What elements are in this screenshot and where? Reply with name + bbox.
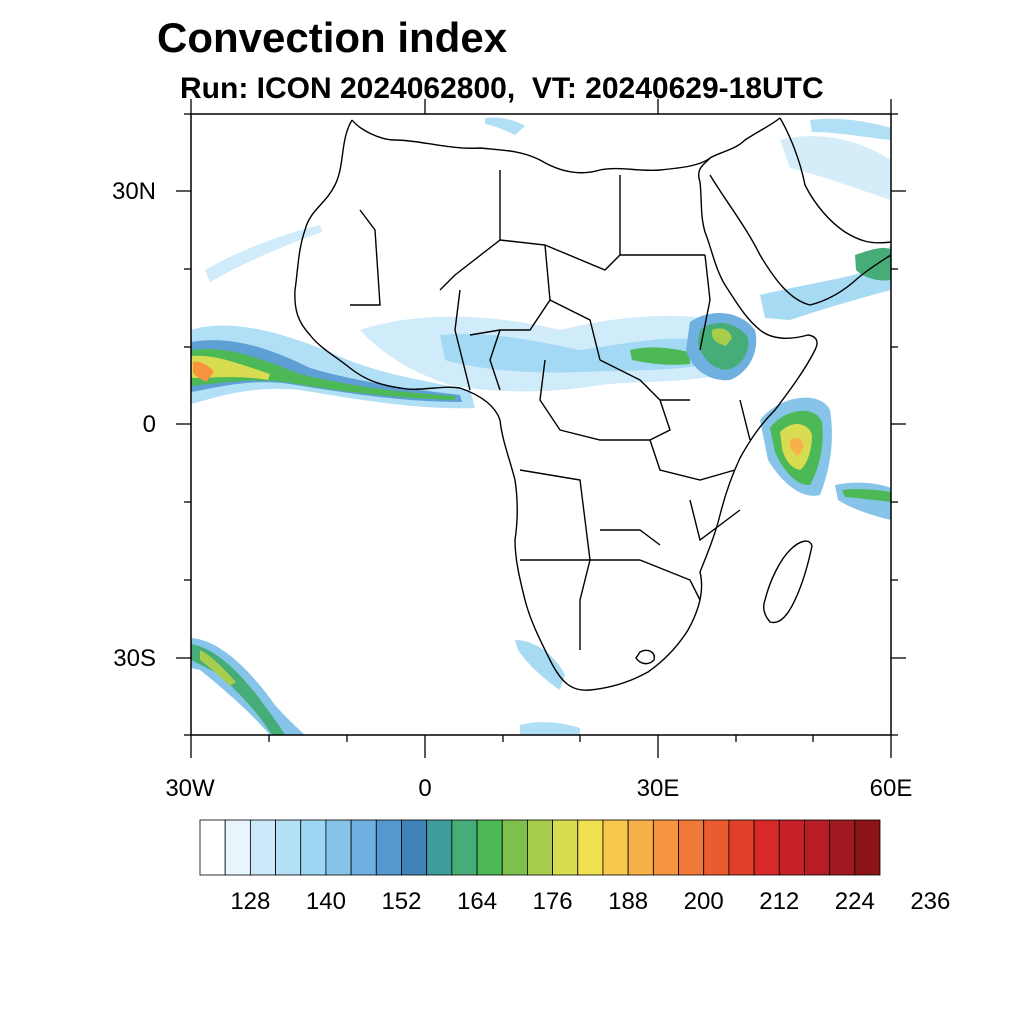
colorbar-swatch — [804, 819, 831, 876]
colorbar-swatch — [652, 819, 679, 876]
colorbar-tick-label: 224 — [834, 888, 875, 915]
colorbar-tick-label: 236 — [910, 888, 951, 915]
colorbar-tick-label: 200 — [683, 888, 724, 915]
colorbar-swatch — [350, 819, 377, 876]
colorbar-tick-label: 188 — [608, 888, 649, 915]
lon-label-30e: 30E — [636, 775, 680, 802]
colorbar-swatch — [527, 819, 553, 876]
colorbar-swatch — [426, 819, 453, 876]
colorbar-swatch — [602, 819, 629, 876]
colorbar-swatch — [224, 819, 251, 876]
colorbar-tick-label: 140 — [305, 888, 346, 915]
colorbar-tick-label: 212 — [759, 888, 800, 915]
colorbar-swatch — [476, 819, 503, 876]
lon-label-60e: 60E — [869, 775, 913, 802]
colorbar-swatch — [249, 819, 276, 876]
lat-label-equator: 0 — [142, 411, 156, 438]
map-title: Convection index — [157, 14, 508, 61]
colorbar-swatch — [501, 819, 528, 876]
colorbar-swatch — [627, 819, 654, 876]
colorbar-swatch — [778, 819, 805, 876]
colorbar-swatch — [577, 819, 604, 876]
colorbar-swatch — [753, 819, 780, 876]
coastlines — [294, 117, 891, 691]
colorbar-swatch — [275, 819, 302, 876]
colorbar-tick-label: 128 — [230, 888, 271, 915]
lat-label-30s: 30S — [113, 645, 156, 672]
colorbar-swatch — [199, 819, 226, 876]
colorbar-swatch — [451, 819, 478, 876]
colorbar-swatch — [375, 819, 402, 876]
colorbar-swatch — [552, 819, 579, 876]
convection-field — [191, 117, 891, 735]
lon-label-30w: 30W — [165, 775, 215, 802]
colorbar-swatch — [854, 819, 881, 876]
colorbar — [199, 819, 881, 876]
colorbar-swatch — [703, 819, 730, 876]
convection-band-atlantic — [191, 325, 475, 409]
colorbar-swatch — [325, 819, 352, 876]
colorbar-tick-label: 152 — [381, 888, 422, 915]
colorbar-swatch — [401, 819, 428, 876]
colorbar-swatch — [728, 819, 755, 876]
colorbar-swatch — [300, 819, 327, 876]
colorbar-tick-label: 164 — [457, 888, 498, 915]
colorbar-swatch — [829, 819, 856, 876]
lat-label-30n: 30N — [111, 178, 156, 205]
colorbar-swatch — [678, 819, 705, 876]
axis-ticks — [176, 99, 906, 758]
colorbar-tick-label: 176 — [532, 888, 573, 915]
map-subtitle: Run: ICON 2024062800, VT: 20240629-18UTC — [180, 72, 824, 105]
lon-label-0: 0 — [418, 775, 432, 802]
